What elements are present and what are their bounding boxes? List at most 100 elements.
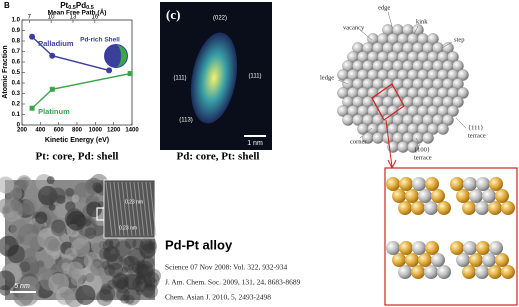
- grain: [118, 255, 125, 263]
- caption: Pd: core, Pt: shell: [177, 151, 260, 163]
- fringe-line: [145, 181, 153, 237]
- reference: Science 07 Nov 2008: Vol. 322, 932-934: [165, 263, 287, 272]
- plane-label: (111): [248, 74, 261, 80]
- atom: [476, 241, 490, 255]
- grain: [20, 179, 30, 189]
- fringe-line: [113, 181, 121, 237]
- fringe-line: [129, 181, 137, 237]
- atom: [475, 265, 489, 279]
- site-label: {100}: [414, 146, 430, 153]
- x-tick-label: 200: [17, 128, 28, 134]
- highlight: [371, 83, 405, 121]
- atom: [456, 253, 470, 267]
- scale-label: 5 nm: [14, 283, 30, 290]
- grain: [113, 273, 129, 289]
- grain: [148, 241, 158, 251]
- atom: [495, 189, 509, 203]
- atom: [495, 253, 509, 267]
- fringes: [105, 181, 157, 237]
- grain: [135, 285, 142, 292]
- grain: [136, 264, 150, 278]
- atom: [437, 201, 451, 215]
- grain: [114, 240, 132, 257]
- atom: [475, 201, 489, 215]
- atom: [386, 177, 400, 191]
- grain: [102, 246, 119, 262]
- atom: [462, 265, 476, 279]
- atom: [431, 253, 445, 267]
- grain: [108, 262, 124, 278]
- title-part: Pt: [60, 1, 68, 10]
- title-part: Pd: [76, 1, 86, 10]
- site-label: edge: [378, 4, 390, 11]
- atom: [450, 241, 464, 255]
- plane-label: (111): [173, 76, 186, 82]
- y-tick-label: 0.7: [12, 49, 21, 55]
- atom: [462, 201, 476, 215]
- atom: [457, 87, 469, 99]
- grain: [86, 201, 102, 218]
- grain: [143, 271, 160, 288]
- atom: [425, 177, 439, 191]
- grain: [48, 272, 70, 294]
- x2-tick-label: 10: [48, 15, 55, 21]
- grain: [90, 260, 106, 276]
- grain: [50, 220, 67, 237]
- atom: [386, 241, 400, 255]
- caption: Pt: core, Pd: shell: [36, 151, 119, 163]
- grain: [105, 238, 114, 247]
- grain: [19, 261, 31, 273]
- grain: [65, 187, 75, 197]
- reference: Chem. Asian J. 2010, 5, 2493-2498: [165, 293, 271, 302]
- grain: [135, 275, 146, 286]
- x-label: Kinetic Energy (eV): [45, 137, 109, 144]
- x2-tick-label: 16: [92, 15, 99, 21]
- grain: [124, 237, 137, 249]
- grain: [138, 240, 157, 258]
- marker: [29, 33, 36, 40]
- atom: [456, 189, 470, 203]
- grain: [3, 244, 10, 251]
- panel-label: B: [4, 1, 10, 10]
- grain: [0, 176, 15, 194]
- grain: [101, 260, 111, 270]
- grain: [141, 283, 155, 298]
- atom: [398, 265, 412, 279]
- atom: [424, 201, 438, 215]
- fringe-line: [117, 181, 125, 237]
- fringe-line: [121, 181, 129, 237]
- fringe-line: [105, 181, 113, 237]
- y-tick-label: 0.3: [12, 91, 21, 97]
- grain: [48, 203, 56, 211]
- title-part: 0.5: [68, 5, 76, 11]
- grain: [64, 247, 78, 261]
- grain: [137, 274, 147, 284]
- atom: [488, 201, 502, 215]
- grain: [109, 237, 120, 249]
- atom: [399, 177, 413, 191]
- fringe-label: 0.23 nm: [119, 225, 137, 231]
- grain: [85, 272, 95, 283]
- grain: [128, 248, 146, 266]
- site-label: corner: [350, 138, 367, 145]
- x2-tick-label: 7: [28, 15, 32, 21]
- site-label: terrace: [468, 132, 486, 139]
- atom: [424, 265, 438, 279]
- grain: [121, 266, 129, 273]
- grain: [148, 238, 157, 247]
- atom: [412, 24, 424, 36]
- grain: [106, 253, 124, 270]
- grain: [15, 235, 25, 245]
- grain: [92, 182, 103, 193]
- grain: [127, 264, 135, 271]
- atom: [469, 189, 483, 203]
- grain: [99, 285, 116, 302]
- atom: [469, 253, 483, 267]
- fringe-label: 0.23 nm: [125, 199, 143, 205]
- title-part: 0.5: [86, 5, 94, 11]
- grain: [0, 198, 14, 215]
- grain: [124, 273, 141, 290]
- grain: [44, 235, 59, 251]
- y-tick-label: 0.6: [12, 60, 21, 66]
- x2-tick-label: 13: [70, 15, 77, 21]
